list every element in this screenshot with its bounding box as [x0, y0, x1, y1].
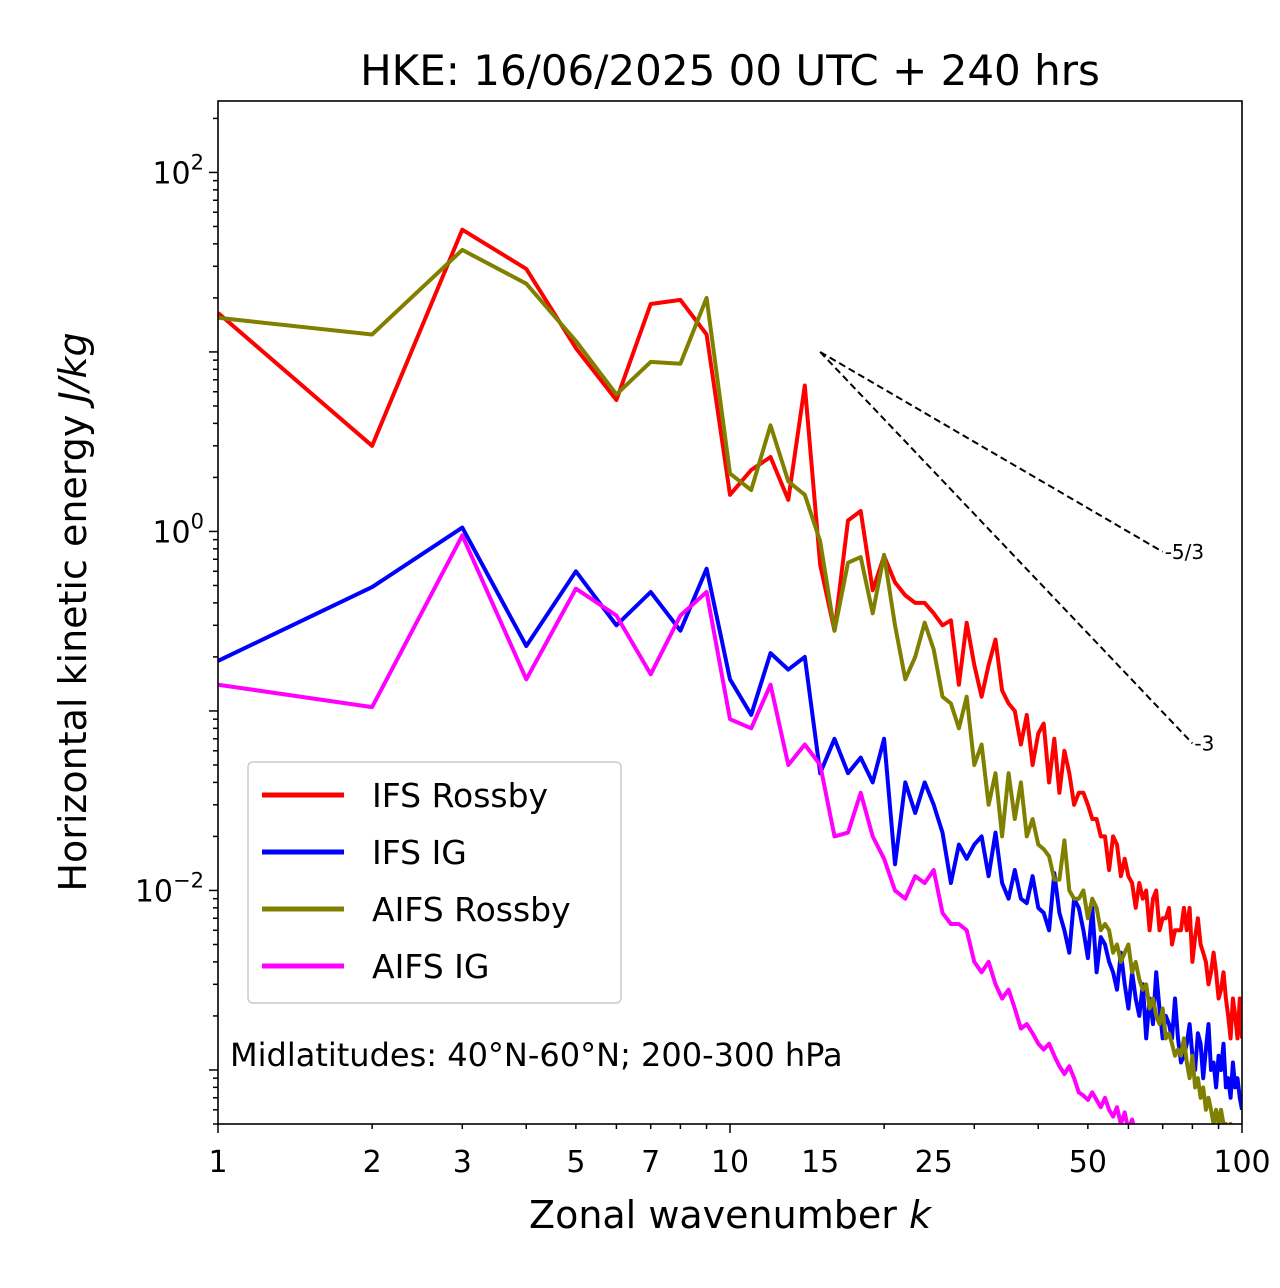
slope-label-1: -5/3	[1165, 540, 1204, 564]
series-line-4	[218, 533, 1136, 1124]
x-axis-label: Zonal wavenumber k	[529, 1193, 933, 1237]
slope-label-2: -3	[1194, 731, 1214, 755]
region-annotation: Midlatitudes: 40°N-60°N; 200-300 hPa	[230, 1036, 843, 1074]
chart-title: HKE: 16/06/2025 00 UTC + 240 hrs	[360, 46, 1100, 95]
x-tick-label: 1	[208, 1145, 227, 1180]
x-tick-label: 100	[1213, 1145, 1270, 1180]
legend-label-3: AIFS Rossby	[372, 890, 571, 929]
y-axis-label: Horizontal kinetic energy J/kg	[51, 332, 95, 891]
x-tick-label: 5	[566, 1145, 585, 1180]
slope-line-1	[819, 351, 1164, 553]
series-layer	[218, 227, 1242, 1124]
slope-line-2	[819, 351, 1194, 745]
y-tick-label: 102	[152, 150, 204, 191]
legend-box	[247, 761, 622, 1004]
reference-slopes: -5/3 -3	[819, 351, 1214, 755]
legend-label-4: AIFS IG	[372, 947, 489, 986]
series-line-2	[218, 525, 1242, 1111]
x-axis: 1 2 3 5 7 10 15 25 50 100	[208, 1124, 1271, 1180]
y-tick-label: 10−2	[135, 868, 204, 909]
x-tick-label: 3	[453, 1145, 472, 1180]
legend: IFS Rossby IFS IG AIFS Rossby AIFS IG	[247, 761, 622, 1004]
y-axis: 102 100 10−2	[135, 117, 218, 1125]
legend-label-1: IFS Rossby	[372, 776, 548, 815]
y-tick-label: 100	[152, 509, 204, 550]
x-tick-label: 25	[915, 1145, 953, 1180]
x-tick-label: 15	[801, 1145, 839, 1180]
series-line-3	[218, 247, 1233, 1124]
x-tick-label: 10	[711, 1145, 749, 1180]
x-tick-label: 50	[1069, 1145, 1107, 1180]
x-tick-label: 2	[363, 1145, 382, 1180]
series-line-1	[218, 227, 1242, 1041]
legend-label-2: IFS IG	[372, 833, 467, 872]
x-tick-label: 7	[641, 1145, 660, 1180]
